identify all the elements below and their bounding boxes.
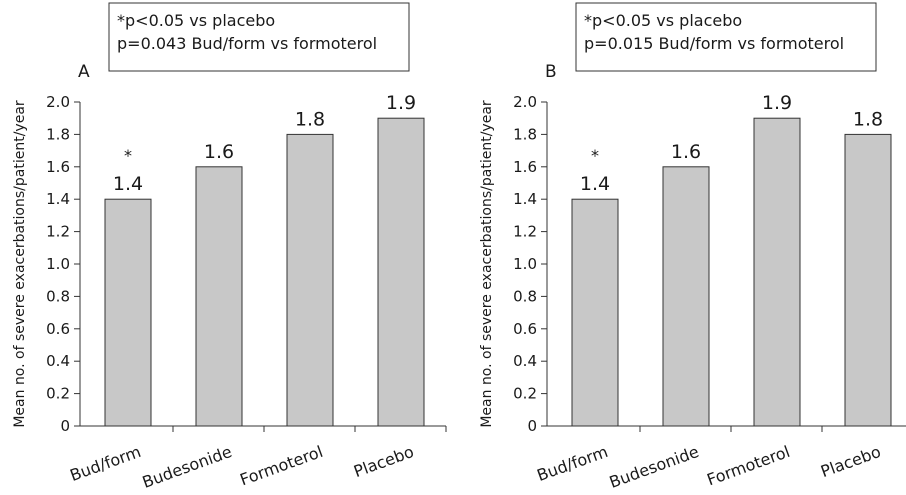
significance-marker: * [591, 146, 599, 165]
x-tick-label: Budesonide [140, 442, 235, 491]
bar-value-label: 1.9 [762, 92, 792, 114]
x-tick-label: Placebo [818, 442, 883, 481]
annotation-text: p=0.043 Bud/form vs formoterol [117, 34, 377, 53]
bar [844, 133, 892, 427]
y-axis-label: Mean no. of severe exacerbations/patient… [12, 100, 28, 428]
y-tick-label: 0.6 [46, 320, 70, 338]
bar-value-label: 1.6 [671, 141, 701, 163]
y-tick-label: 0.4 [513, 352, 537, 370]
bar [195, 166, 243, 427]
bar [286, 133, 334, 427]
y-tick-label: 1.6 [46, 158, 70, 176]
bar [753, 117, 801, 427]
annotation-box [575, 2, 877, 72]
y-tick-label: 0 [60, 417, 70, 435]
significance-marker: * [124, 146, 132, 165]
y-tick-label: 0.8 [513, 287, 537, 305]
y-tick-label: 0.6 [513, 320, 537, 338]
x-tick-label: Formoterol [704, 442, 792, 489]
y-axis-label: Mean no. of severe exacerbations/patient… [479, 100, 495, 428]
bar [571, 198, 619, 427]
y-tick-label: 1.4 [513, 190, 537, 208]
y-tick-label: 0 [527, 417, 537, 435]
annotation-box [108, 2, 410, 72]
y-tick-label: 1.0 [513, 255, 537, 273]
y-tick-label: 2.0 [46, 93, 70, 111]
bar-value-label: 1.8 [853, 108, 883, 130]
bar-value-label: 1.6 [204, 141, 234, 163]
y-tick-label: 1.8 [46, 125, 70, 143]
bar-value-label: 1.4 [580, 173, 610, 195]
y-tick-label: 1.6 [513, 158, 537, 176]
bar [104, 198, 152, 427]
y-tick-label: 0.2 [46, 385, 70, 403]
x-tick-label: Bud/form [534, 442, 610, 485]
panel-label: A [78, 62, 90, 82]
bar-value-label: 1.8 [295, 108, 325, 130]
x-tick-label: Placebo [351, 442, 416, 481]
panel-label: B [545, 62, 557, 82]
y-tick-label: 2.0 [513, 93, 537, 111]
y-tick-label: 0.4 [46, 352, 70, 370]
annotation-text: p=0.015 Bud/form vs formoterol [584, 34, 844, 53]
y-tick-label: 0.8 [46, 287, 70, 305]
x-tick-label: Formoterol [237, 442, 325, 489]
y-tick-label: 0.2 [513, 385, 537, 403]
annotation-text: *p<0.05 vs placebo [117, 11, 275, 30]
y-tick-label: 1.0 [46, 255, 70, 273]
bar [662, 166, 710, 427]
x-tick-label: Bud/form [67, 442, 143, 485]
bar-value-label: 1.9 [386, 92, 416, 114]
y-tick-label: 1.8 [513, 125, 537, 143]
y-tick-label: 1.2 [46, 223, 70, 241]
y-tick-label: 1.4 [46, 190, 70, 208]
y-tick-label: 1.2 [513, 223, 537, 241]
bar-value-label: 1.4 [113, 173, 143, 195]
x-tick-label: Budesonide [607, 442, 702, 491]
annotation-text: *p<0.05 vs placebo [584, 11, 742, 30]
bar [377, 117, 425, 427]
